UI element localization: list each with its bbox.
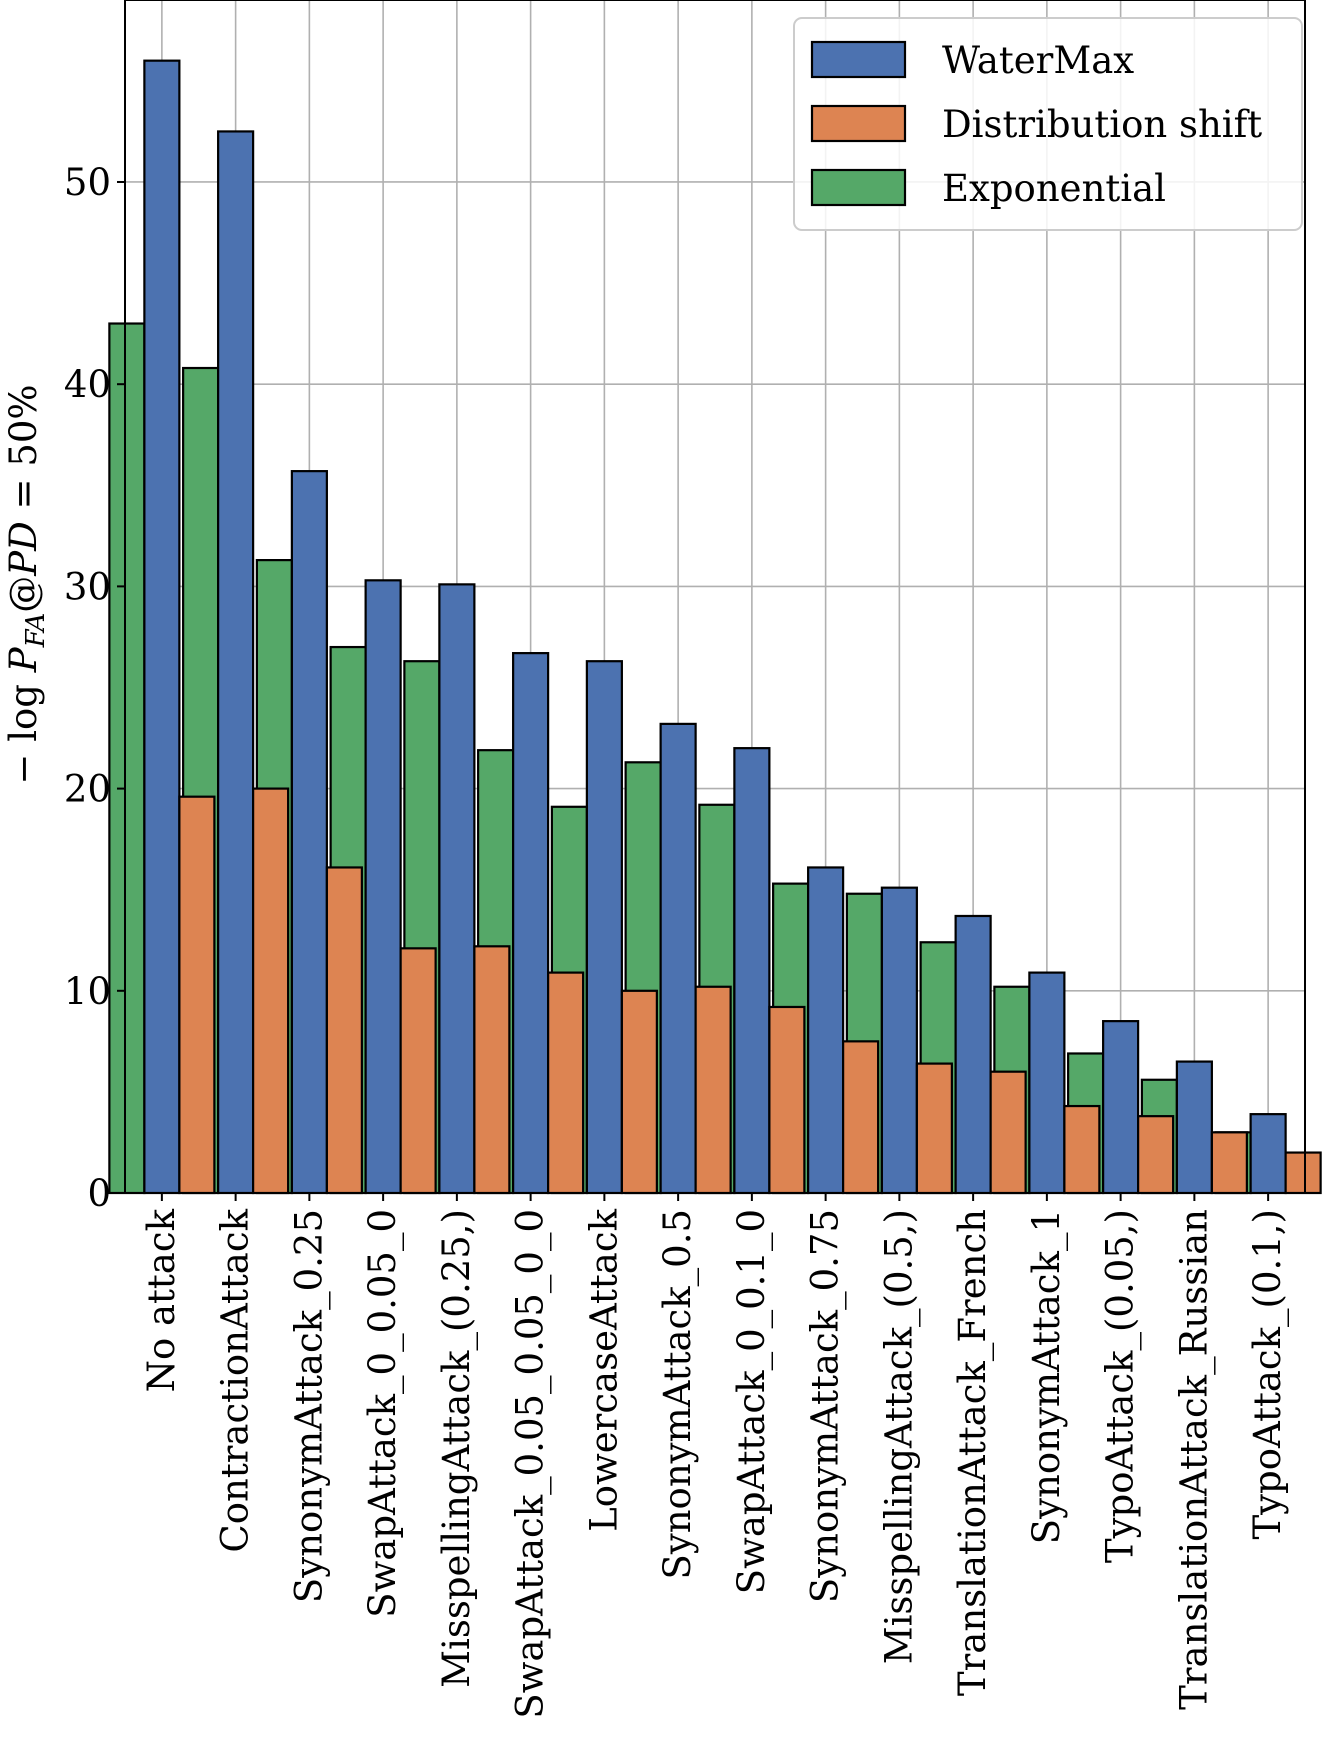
y-tick-label: 40: [64, 363, 111, 406]
bar: [325, 866, 363, 1195]
bar: [989, 1070, 1027, 1195]
bar: [733, 747, 771, 1195]
bar: [178, 795, 216, 1195]
bar: [915, 1062, 953, 1195]
bar: [880, 886, 918, 1195]
bar: [768, 1005, 806, 1195]
bar: [1284, 1151, 1322, 1195]
legend-swatch: [810, 40, 907, 79]
y-tick-label: 30: [64, 565, 111, 608]
x-tick-label: TranslationAttack_French: [951, 1209, 995, 1696]
bar: [364, 579, 402, 1195]
bar: [1249, 1113, 1287, 1195]
legend-swatch: [810, 168, 907, 207]
bar: [1102, 1020, 1140, 1195]
x-tick-label: SynonymAttack_0.75: [804, 1209, 848, 1603]
bar: [842, 1040, 880, 1195]
y-axis-label: − log PFA@PD = 50%: [2, 384, 51, 784]
plot-frame: [124, 0, 1306, 1194]
x-tick-label: No attack: [140, 1208, 183, 1392]
bar: [585, 660, 623, 1195]
bar: [438, 583, 476, 1195]
y-axis: 0 10 20 30 40 50: [64, 161, 125, 1215]
bar: [217, 130, 255, 1195]
bar: [954, 914, 992, 1195]
x-tick-label: SynonymAttack_0.25: [287, 1209, 331, 1603]
legend-swatch: [810, 104, 907, 143]
bar: [807, 866, 845, 1195]
x-tick-label: TranslationAttack_Russian: [1172, 1209, 1216, 1710]
bar: [659, 722, 697, 1195]
y-tick-label: 0: [87, 1172, 111, 1215]
bar: [1175, 1060, 1213, 1195]
x-tick-label: SwapAttack_0.05_0.05_0_0: [509, 1209, 553, 1719]
bar: [547, 971, 585, 1195]
legend-label: Distribution shift: [942, 103, 1262, 146]
y-tick-label: 10: [64, 970, 111, 1013]
x-tick-label: LowercaseAttack: [582, 1208, 625, 1531]
x-tick-label: SwapAttack_0_0.1_0: [730, 1209, 774, 1594]
bar: [1210, 1131, 1248, 1195]
x-tick-label: SwapAttack_0_0.05_0: [361, 1209, 405, 1618]
bar: [399, 947, 437, 1195]
y-axis-title: − log PFA@PD = 50%: [2, 384, 51, 784]
bar: [290, 470, 328, 1195]
bar: [1137, 1115, 1175, 1195]
bar: [1063, 1104, 1101, 1195]
bar: [108, 322, 146, 1195]
bar: [620, 989, 658, 1195]
x-tick-label: MisspellingAttack_(0.25,): [435, 1209, 479, 1688]
legend-label: Exponential: [942, 167, 1166, 210]
bar: [1028, 971, 1066, 1195]
x-tick-label: TypoAttack_(0.1,): [1246, 1209, 1290, 1540]
y-tick-label: 50: [64, 161, 111, 204]
x-tick-label: ContractionAttack: [214, 1208, 257, 1552]
legend: WaterMax Distribution shift Exponential: [793, 17, 1303, 231]
x-tick-label: TypoAttack_(0.05,): [1099, 1209, 1143, 1563]
bar: [252, 787, 290, 1195]
x-tick-label: SynonymAttack_0.5: [656, 1209, 700, 1580]
bar: [143, 59, 181, 1195]
x-tick-label: MisspellingAttack_(0.5,): [877, 1209, 921, 1664]
bar: [694, 985, 732, 1195]
legend-label: WaterMax: [942, 39, 1134, 82]
x-axis: No attack ContractionAttack SynonymAttack_…: [140, 1193, 1290, 1719]
legend-box: [793, 17, 1303, 231]
y-tick-label: 20: [64, 768, 111, 811]
bar: [473, 945, 511, 1195]
x-tick-label: SynonymAttack_1: [1025, 1209, 1069, 1544]
bar: [512, 652, 550, 1195]
